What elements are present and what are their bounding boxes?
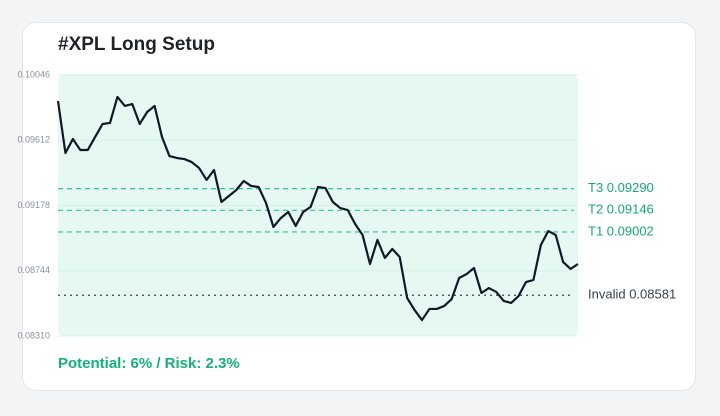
level-label: Invalid 0.08581 — [588, 287, 676, 302]
level-label: T2 0.09146 — [588, 202, 654, 217]
y-tick-label: 0.08310 — [17, 330, 50, 340]
y-tick-label: 0.10046 — [17, 69, 50, 79]
level-label: T1 0.09002 — [588, 223, 654, 238]
chart-title: #XPL Long Setup — [58, 34, 215, 55]
y-tick-label: 0.08744 — [17, 265, 50, 275]
y-tick-label: 0.09612 — [17, 135, 50, 145]
y-tick-label: 0.09178 — [17, 200, 50, 210]
footer-note: Potential: 6% / Risk: 2.3% — [58, 355, 240, 372]
price-line — [56, 95, 579, 322]
level-label: T3 0.09290 — [588, 180, 654, 195]
